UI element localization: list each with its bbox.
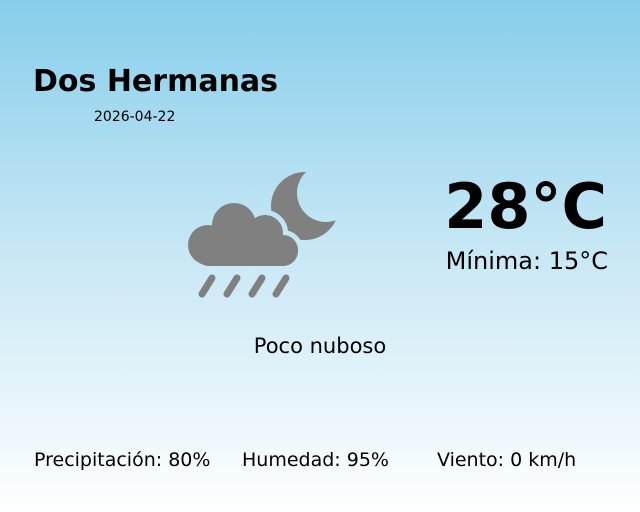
current-temperature: 28°C: [444, 170, 607, 243]
forecast-date: 2026-04-22: [94, 109, 176, 125]
humidity-stat: Humedad: 95%: [242, 449, 389, 471]
cloud-rain-moon-icon: [188, 172, 339, 298]
condition-label: Poco nuboso: [253, 334, 387, 358]
wind-stat: Viento: 0 km/h: [437, 449, 577, 471]
precipitation-stat: Precipitación: 80%: [34, 449, 211, 471]
city-name: Dos Hermanas: [33, 64, 279, 99]
minimum-temperature: Mínima: 15°C: [445, 247, 608, 275]
